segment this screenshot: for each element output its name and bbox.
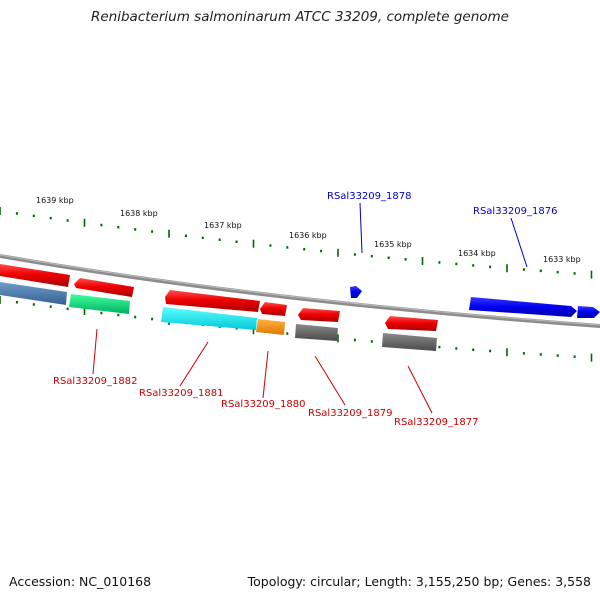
- gene-reverse-track-2[interactable]: [295, 324, 338, 341]
- gene-rsal33209-1878[interactable]: [350, 286, 362, 298]
- gene-reverse-track-2[interactable]: [0, 282, 67, 305]
- outer-tick-ring: [0, 207, 593, 279]
- gene-reverse-track[interactable]: [385, 316, 438, 331]
- gene-reverse-track[interactable]: [0, 264, 70, 287]
- gene-reverse-track-2[interactable]: [161, 307, 257, 330]
- scale-label: 1637 kbp: [204, 221, 242, 230]
- scale-label: 1634 kbp: [458, 249, 496, 258]
- scale-label: 1636 kbp: [289, 231, 327, 240]
- callout-lines: [92, 202, 528, 414]
- genome-summary-text: Topology: circular; Length: 3,155,250 bp…: [247, 574, 591, 589]
- gene-reverse-track-2[interactable]: [382, 333, 437, 351]
- gene-rsal33209-1876[interactable]: [469, 297, 577, 317]
- gene-label-1876[interactable]: RSal33209_1876: [473, 206, 557, 217]
- gene-label-1882[interactable]: RSal33209_1882: [53, 376, 137, 387]
- gene-label-1878[interactable]: RSal33209_1878: [327, 191, 411, 202]
- gene-reverse-track[interactable]: [260, 302, 287, 316]
- gene-reverse-track-2[interactable]: [69, 294, 130, 314]
- gene-label-1881[interactable]: RSal33209_1881: [139, 388, 223, 399]
- scale-labels: 1639 kbp 1638 kbp 1637 kbp 1636 kbp 1635…: [36, 196, 581, 264]
- gene-reverse-track-2[interactable]: [256, 319, 285, 335]
- map-title: Renibacterium salmoninarum ATCC 33209, c…: [91, 9, 509, 25]
- genome-backbone: [0, 254, 600, 328]
- gene-label-1880[interactable]: RSal33209_1880: [221, 399, 305, 410]
- scale-label: 1639 kbp: [36, 196, 74, 205]
- scale-label: 1635 kbp: [374, 240, 412, 249]
- scale-label: 1638 kbp: [120, 209, 158, 218]
- scale-label: 1633 kbp: [543, 255, 581, 264]
- gene-label-1879[interactable]: RSal33209_1879: [308, 408, 392, 419]
- gene-reverse-track[interactable]: [165, 290, 260, 312]
- gene-reverse-track[interactable]: [74, 278, 134, 297]
- gene-rsal33209-1875[interactable]: [577, 306, 600, 318]
- gene-label-1877[interactable]: RSal33209_1877: [394, 417, 478, 428]
- accession-text: Accession: NC_010168: [9, 574, 152, 589]
- gene-reverse-track[interactable]: [298, 308, 340, 322]
